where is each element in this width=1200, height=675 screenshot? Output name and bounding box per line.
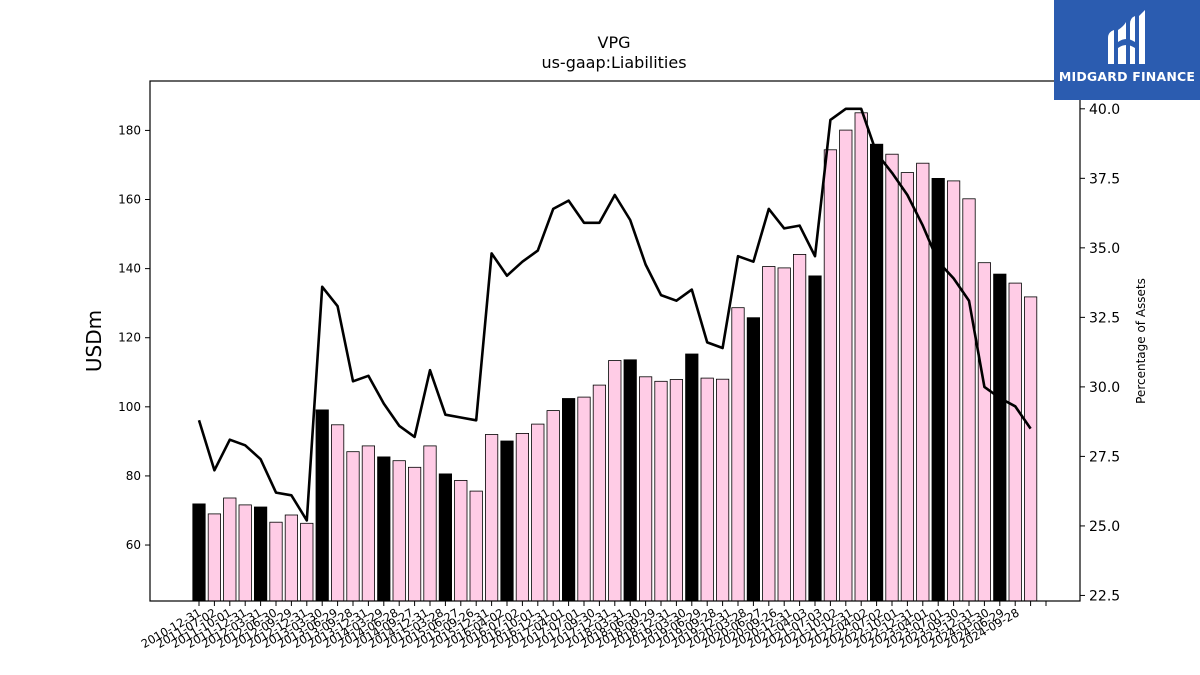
y-tick-label: 80 xyxy=(126,469,141,483)
y2-tick-label: 22.5 xyxy=(1089,588,1120,604)
bar xyxy=(361,445,376,602)
y2-tick-label: 32.5 xyxy=(1089,310,1120,326)
bar xyxy=(300,522,314,602)
bar xyxy=(700,377,714,602)
bar xyxy=(484,434,499,602)
bar xyxy=(777,267,791,602)
y2-tick-label: 25.0 xyxy=(1089,519,1120,535)
bar xyxy=(469,490,483,602)
chart-title: VPG xyxy=(598,33,631,52)
bar xyxy=(793,253,807,602)
bar xyxy=(1008,282,1022,602)
bar xyxy=(423,445,437,602)
bar xyxy=(854,112,868,602)
brand-logo: MIDGARD FINANCE xyxy=(1054,0,1200,100)
bar xyxy=(531,423,545,602)
bar xyxy=(639,376,653,602)
bar xyxy=(608,360,622,602)
bar xyxy=(253,506,268,602)
y-tick-label: 160 xyxy=(118,193,141,207)
bar xyxy=(716,378,730,602)
bar xyxy=(438,473,453,602)
bar xyxy=(223,497,237,602)
y-tick-label: 180 xyxy=(118,123,141,137)
percentage-line xyxy=(197,107,1032,522)
bar xyxy=(515,432,530,602)
bar xyxy=(669,379,684,602)
y2-tick-label: 40.0 xyxy=(1089,102,1120,118)
chart-subtitle: us-gaap:Liabilities xyxy=(541,53,686,72)
bar xyxy=(623,359,637,602)
bar xyxy=(592,384,607,602)
bar xyxy=(685,353,699,602)
bar xyxy=(654,380,668,602)
bar xyxy=(808,275,822,602)
bar xyxy=(977,262,992,602)
bar xyxy=(500,440,514,602)
bar xyxy=(1024,296,1038,602)
bar xyxy=(885,153,899,602)
bar xyxy=(192,503,206,602)
y2-axis-label: Percentage of Assets xyxy=(1134,278,1148,404)
midgard-logo-icon xyxy=(1108,10,1145,64)
y-tick-label: 120 xyxy=(118,331,141,345)
y-axis-label: USDm xyxy=(82,310,106,372)
bar xyxy=(207,513,221,602)
bar xyxy=(269,521,283,602)
y-tick-label: 60 xyxy=(126,538,141,552)
bar xyxy=(839,129,853,602)
bar xyxy=(392,460,406,602)
bar xyxy=(454,479,468,602)
bar xyxy=(900,172,915,602)
y2-tick-label: 37.5 xyxy=(1089,171,1120,187)
bar xyxy=(931,177,945,602)
bar xyxy=(870,143,884,602)
bar xyxy=(284,514,299,602)
bar-series xyxy=(192,112,1038,602)
bar xyxy=(746,317,761,602)
bar xyxy=(577,396,591,602)
bar xyxy=(962,198,976,602)
bar xyxy=(546,410,560,602)
bar xyxy=(947,180,961,602)
line-series xyxy=(197,107,1032,522)
y-tick-label: 100 xyxy=(118,400,141,414)
y2-tick-label: 27.5 xyxy=(1089,449,1120,465)
bar xyxy=(377,456,391,602)
axes: 60 80 100 120 140 160 180 22.5 25.0 27.5 30.0 32.5 3… xyxy=(118,80,1120,651)
brand-name: MIDGARD FINANCE xyxy=(1058,69,1196,84)
y2-tick-label: 30.0 xyxy=(1089,380,1120,396)
bar xyxy=(762,266,776,602)
y2-tick-label: 35.0 xyxy=(1089,241,1120,257)
y-tick-label: 140 xyxy=(118,262,141,276)
bar xyxy=(346,451,360,602)
bar xyxy=(562,398,576,602)
bar xyxy=(407,466,422,602)
bar xyxy=(238,504,252,602)
bar xyxy=(993,273,1007,602)
bar xyxy=(731,307,745,602)
bar xyxy=(330,424,345,602)
bar xyxy=(823,149,838,602)
bar xyxy=(315,409,329,602)
